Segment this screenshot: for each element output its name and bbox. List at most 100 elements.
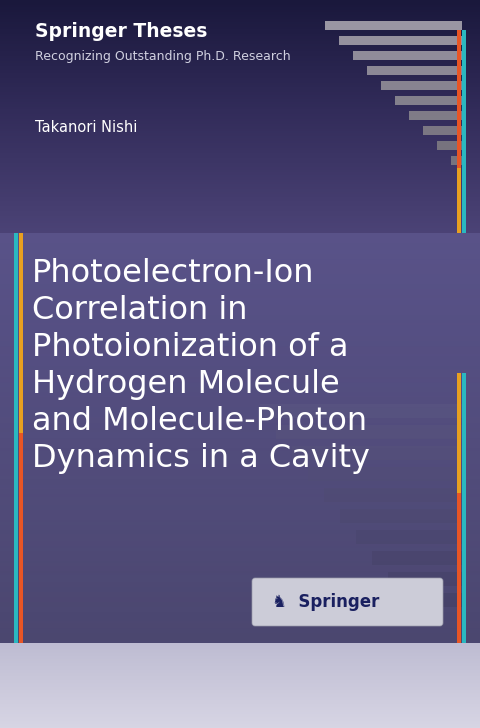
Bar (381, 81, 462, 90)
Bar (0, 660, 480, 662)
Bar (0, 267, 480, 269)
Bar (0, 677, 480, 678)
Bar (0, 403, 480, 405)
Bar (0, 674, 480, 676)
Bar (0, 51, 480, 53)
Bar (0, 80, 480, 82)
Bar (0, 170, 480, 173)
Bar (0, 146, 480, 148)
Bar (0, 250, 480, 253)
Bar (0, 677, 480, 679)
Bar (0, 692, 480, 694)
Bar (0, 325, 480, 328)
Bar (0, 668, 480, 670)
Bar (0, 391, 480, 393)
Bar (0, 650, 480, 653)
Bar (0, 575, 480, 577)
Bar (0, 344, 480, 347)
Bar (0, 233, 480, 238)
Bar (0, 464, 480, 469)
Bar (0, 95, 480, 97)
Bar (0, 387, 480, 392)
Bar (0, 713, 480, 714)
Bar (0, 15, 480, 17)
Bar (0, 243, 480, 248)
Bar (0, 664, 480, 665)
Bar (0, 260, 480, 262)
Bar (0, 289, 480, 295)
Bar (0, 184, 480, 187)
Bar (0, 337, 480, 340)
Bar (451, 156, 462, 165)
Bar (0, 587, 480, 590)
Bar (0, 71, 480, 73)
Bar (0, 0, 480, 2)
Bar (0, 221, 480, 223)
Bar (0, 233, 480, 235)
Bar (324, 488, 462, 502)
Bar (0, 189, 480, 191)
Bar (0, 656, 480, 657)
Bar (423, 126, 462, 135)
Bar (0, 607, 480, 612)
Bar (0, 126, 480, 129)
Bar (0, 726, 480, 728)
Bar (0, 180, 480, 182)
Bar (0, 211, 480, 213)
Bar (0, 253, 480, 255)
Bar (0, 488, 480, 490)
Bar (0, 351, 480, 356)
Bar (462, 30, 466, 233)
Bar (0, 342, 480, 344)
Bar (0, 716, 480, 718)
Bar (0, 646, 480, 648)
Bar (0, 691, 480, 692)
Bar (0, 269, 480, 272)
Bar (0, 291, 480, 293)
Bar (0, 459, 480, 461)
Bar (0, 92, 480, 95)
Bar (0, 597, 480, 602)
Bar (0, 422, 480, 424)
Bar (0, 500, 480, 502)
Bar (0, 580, 480, 582)
Bar (0, 398, 480, 400)
Bar (0, 53, 480, 56)
Bar (292, 446, 462, 460)
Bar (0, 141, 480, 143)
Bar (0, 670, 480, 672)
Bar (0, 505, 480, 510)
Bar (0, 570, 480, 573)
Bar (260, 404, 462, 418)
Bar (0, 68, 480, 71)
Bar (0, 46, 480, 49)
Bar (0, 510, 480, 512)
Bar (0, 626, 480, 628)
Bar (0, 306, 480, 308)
Bar (0, 151, 480, 153)
Bar (0, 577, 480, 580)
Bar (0, 667, 480, 668)
Bar (0, 412, 480, 417)
Bar (0, 417, 480, 423)
Bar (0, 683, 480, 684)
Bar (0, 548, 480, 551)
Bar (0, 356, 480, 361)
Bar (0, 657, 480, 660)
Bar (457, 30, 461, 168)
Bar (0, 705, 480, 707)
Bar (0, 44, 480, 46)
Bar (0, 41, 480, 44)
Bar (0, 659, 480, 660)
Bar (0, 604, 480, 606)
Bar (0, 209, 480, 211)
Bar (0, 502, 480, 505)
Bar (0, 5, 480, 7)
Bar (0, 366, 480, 369)
Bar (0, 362, 480, 364)
Bar (0, 597, 480, 599)
Bar (0, 529, 480, 531)
Bar (0, 153, 480, 155)
Bar (0, 654, 480, 656)
Bar (0, 114, 480, 116)
